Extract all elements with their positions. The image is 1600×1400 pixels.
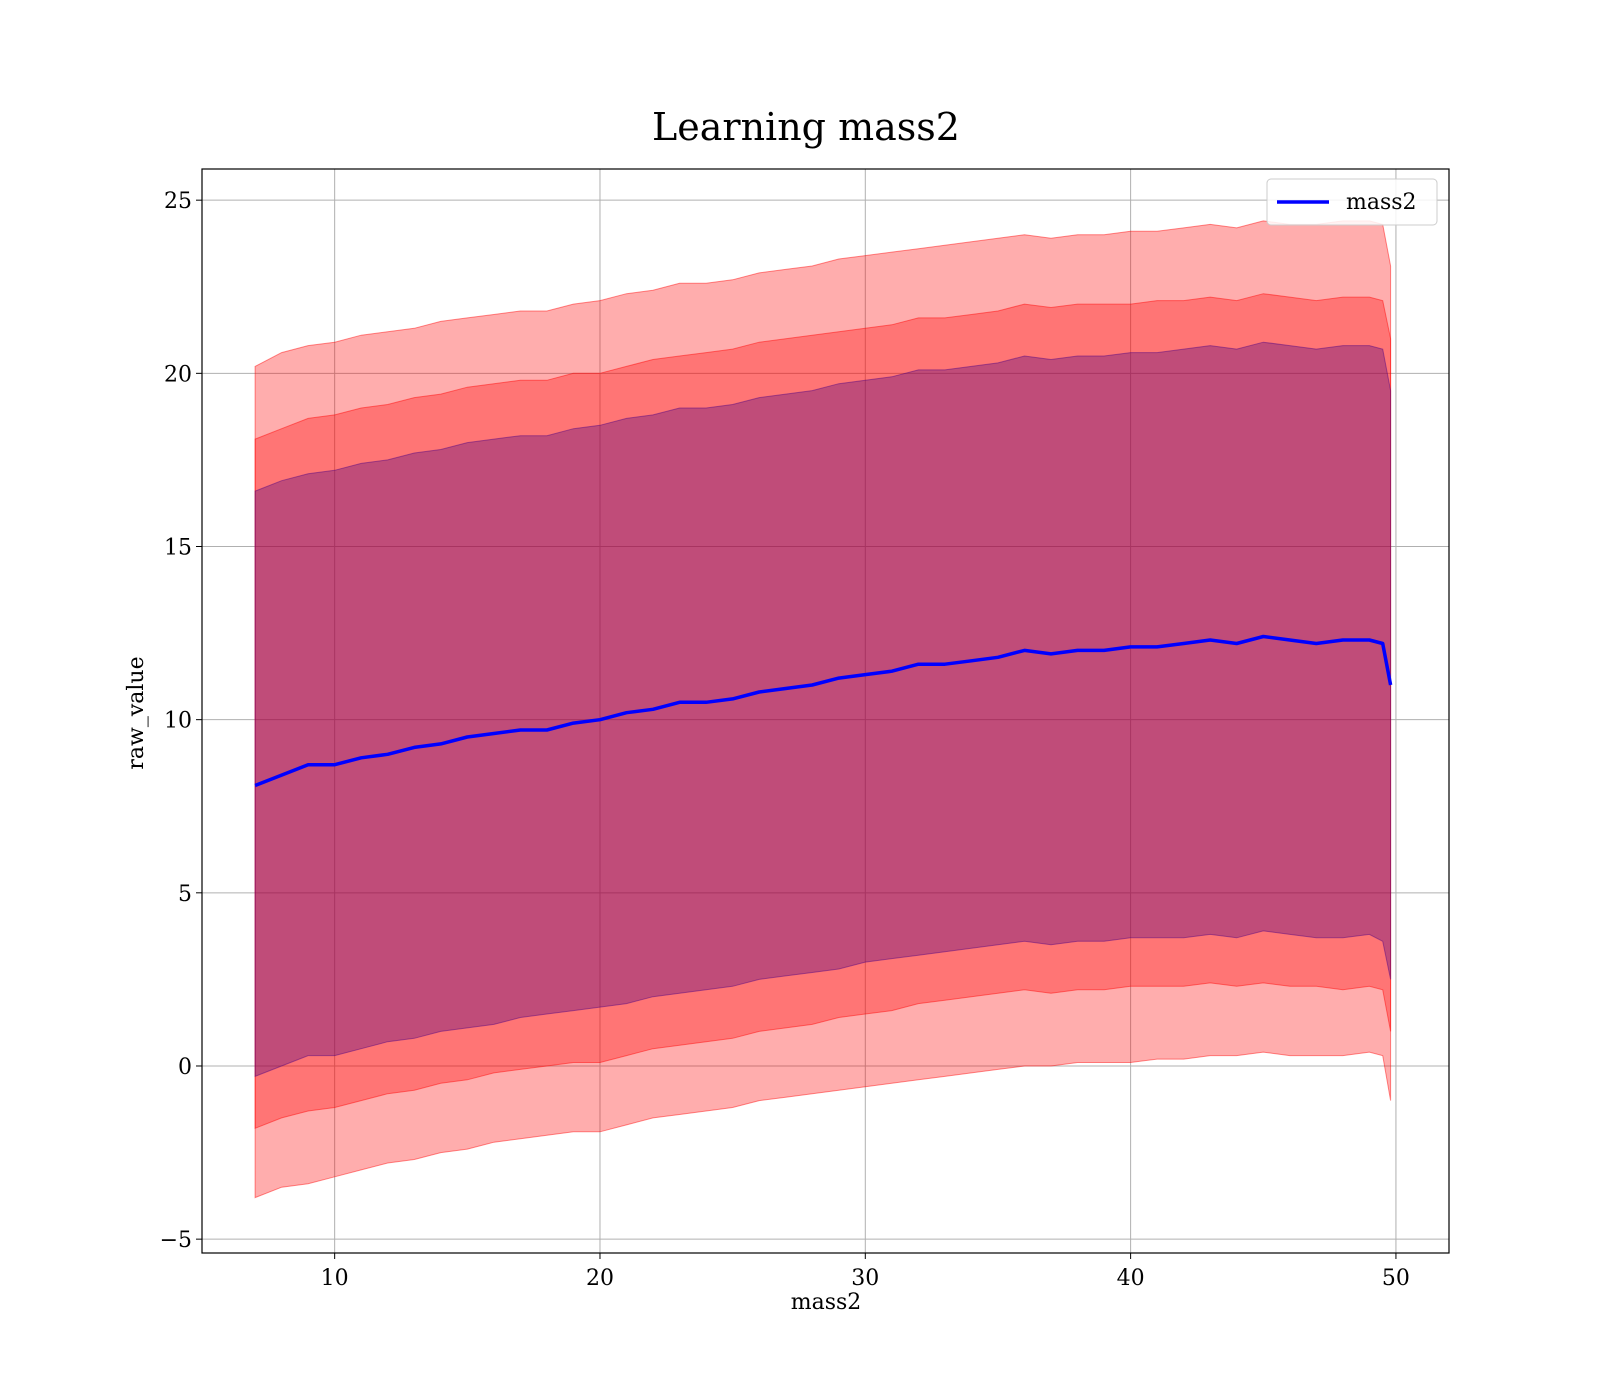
- x-tick-label: 20: [586, 1266, 614, 1291]
- x-tick-label: 30: [851, 1266, 879, 1291]
- x-tick-label: 50: [1382, 1266, 1410, 1291]
- series-lines: [254, 634, 1393, 788]
- band-middle: [254, 293, 1392, 1130]
- y-tick-label: 0: [178, 1055, 192, 1080]
- legend-label-mass2: mass2: [1346, 190, 1417, 215]
- confidence-bands: [254, 220, 1392, 1199]
- x-axis-ticks: 10 20 30 40 50: [321, 1253, 1410, 1291]
- chart-title: Learning mass2: [652, 105, 960, 149]
- x-tick-label: 40: [1117, 1266, 1145, 1291]
- series-line-mass2: [254, 634, 1393, 788]
- y-tick-label: 15: [164, 535, 192, 560]
- y-axis-label: raw_value: [124, 656, 149, 769]
- legend-box: [1266, 178, 1438, 226]
- plot-frame: [201, 168, 1450, 1254]
- y-tick-label: −5: [160, 1228, 192, 1253]
- y-tick-label: 25: [164, 189, 192, 214]
- legend: mass2: [1266, 178, 1438, 226]
- band-inner: [254, 341, 1392, 1078]
- y-tick-label: 10: [164, 709, 192, 734]
- y-tick-label: 20: [164, 362, 192, 387]
- y-tick-label: 5: [178, 882, 192, 907]
- x-tick-label: 10: [321, 1266, 349, 1291]
- x-axis-label: mass2: [791, 1290, 862, 1315]
- grid-lines: [202, 169, 1449, 1253]
- band-outer: [254, 220, 1392, 1199]
- y-axis-ticks: −5 0 5 10 15 20 25: [160, 189, 202, 1253]
